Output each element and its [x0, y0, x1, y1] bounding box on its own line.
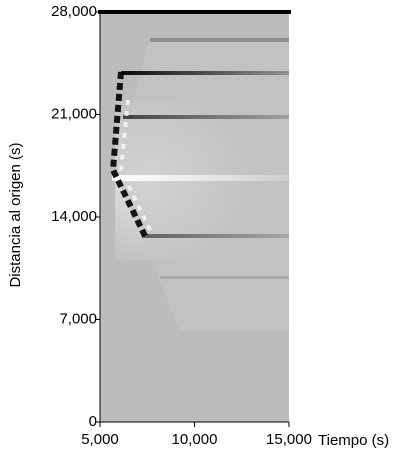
y-tick-label: 7,000 — [59, 310, 97, 327]
heatmap-image — [98, 10, 291, 422]
x-axis-label: Tiempo (s) — [318, 432, 389, 449]
x-tick-label: 10,000 — [172, 431, 218, 448]
y-tick-label: 21,000 — [51, 105, 97, 122]
y-axis-label: Distancia al origen (s) — [7, 142, 24, 287]
y-tick-label: 28,000 — [51, 3, 97, 20]
y-tick-label: 0 — [89, 413, 97, 430]
x-tick-label: 15,000 — [266, 431, 312, 448]
x-tick-label: 5,000 — [81, 431, 119, 448]
y-tick-label: 14,000 — [51, 208, 97, 225]
